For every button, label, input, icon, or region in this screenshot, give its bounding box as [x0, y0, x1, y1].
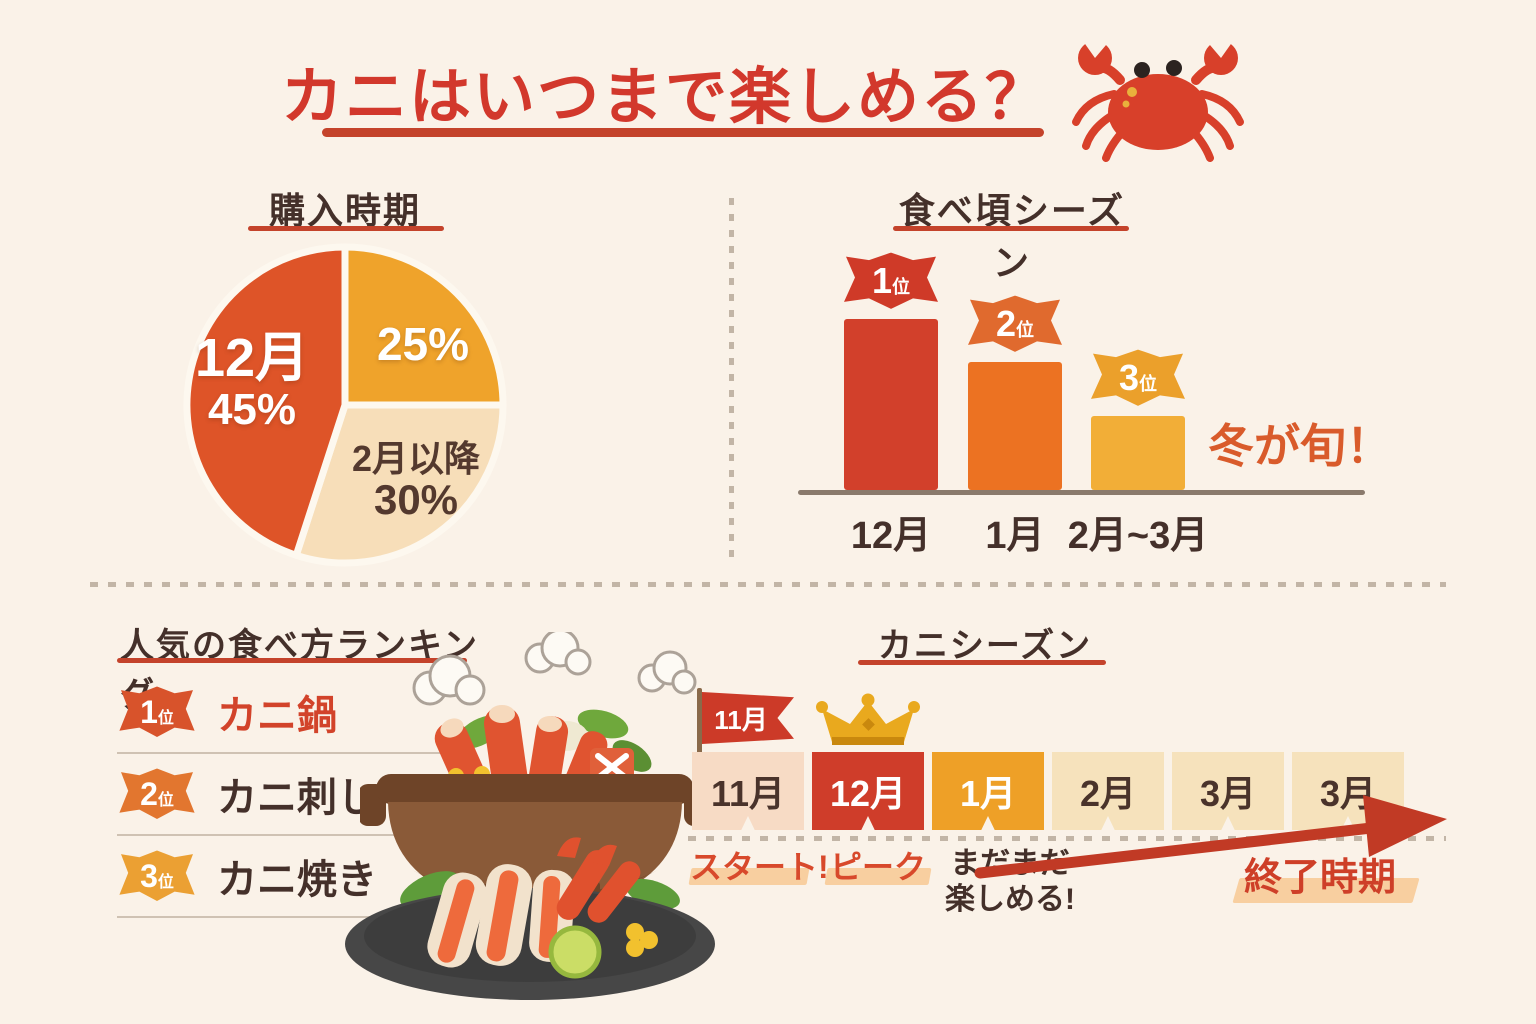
ranking-row-2: 2 位カニ刺し	[117, 754, 469, 836]
flag-icon: 11月	[702, 692, 794, 744]
sashimi-plate-illustration	[345, 837, 715, 1000]
bar-chart-axis	[798, 490, 1365, 495]
title-underline	[322, 128, 1044, 137]
end-arrow-icon	[974, 795, 1447, 879]
rank-number: 1	[871, 260, 893, 301]
purchase-heading: 購入時期	[268, 190, 421, 231]
timeline-cell-3: 1月	[932, 752, 1044, 830]
pie-slice-1	[292, 401, 507, 567]
timeline-heading: カニシーズン	[877, 627, 1093, 665]
season-bar-2	[968, 362, 1062, 490]
horizontal-divider	[90, 582, 1446, 587]
pie-label-february-month: 2月以降	[351, 438, 481, 479]
purchase-pie-chart	[183, 243, 507, 567]
ranking-list: 1 位カニ鍋 2 位カニ刺し 3 位カニ焼き	[117, 672, 469, 918]
timeline-dotted-line	[688, 836, 1446, 841]
crown-icon	[816, 693, 920, 745]
pie-label-december: 12月 45%	[182, 330, 322, 433]
ranking-row-3: 3 位カニ焼き	[117, 836, 469, 918]
rank-unit: 位	[157, 874, 174, 891]
timeline-cell-2-peak: 12月	[812, 752, 924, 830]
rank-number: 3	[140, 857, 158, 894]
pie-slice-0	[341, 243, 507, 409]
crab-icon	[1072, 34, 1244, 162]
marker-start: スタート!	[690, 849, 829, 885]
timeline-cell-1: 11月	[692, 752, 804, 830]
ranking-label-3: カニ焼き	[217, 858, 377, 902]
ranking-row-1: 1 位カニ鍋	[117, 672, 469, 754]
winter-annotation: 冬が旬！	[1208, 420, 1392, 472]
marker-peak: ピーク	[830, 849, 927, 885]
flag-label: 11月	[714, 704, 768, 735]
ranking-label-2: カニ刺し	[217, 776, 377, 820]
bar-category-label-1: 12月	[850, 515, 932, 557]
pie-label-25pct: 25%	[376, 318, 470, 370]
timeline-heading-underline	[858, 660, 1106, 665]
marker-enjoy-line2: 楽しめる!	[945, 883, 1075, 916]
rank-number: 3	[1118, 357, 1140, 398]
pie-label-february-pct: 30%	[373, 475, 459, 523]
pie-label-december-month: 12月	[194, 328, 310, 388]
season-heading: 食べ頃シーズン	[898, 190, 1126, 283]
pie-slice-2	[183, 243, 349, 559]
bar-category-label-2: 1月	[985, 515, 1045, 557]
pie-label-february: 2月以降 30%	[336, 440, 496, 522]
bar-category-label-3: 2月~3月	[1067, 515, 1209, 557]
timeline-cells: 11月 12月 1月 2月 3月 3月	[692, 752, 1404, 830]
season-bar-1	[844, 319, 938, 490]
season-heading-underline	[893, 226, 1129, 231]
vertical-divider	[729, 198, 734, 558]
page-title: カニはいつまで楽しめる？	[280, 63, 1049, 132]
rank-unit: 位	[157, 792, 174, 809]
steam-icon	[412, 632, 697, 706]
rank-unit: 位	[157, 710, 174, 727]
rank-number: 1	[140, 693, 158, 730]
season-bar-chart: 冬が旬！ 1 位 12月 2 位 1月 3 位 2月~3月	[798, 242, 1392, 562]
season-bar-3	[1091, 416, 1185, 490]
pie-label-december-pct: 45%	[207, 384, 297, 434]
rank-unit: 位	[1139, 373, 1158, 394]
flag-pole	[697, 688, 702, 784]
purchase-heading-underline	[248, 226, 444, 231]
rank-number: 2	[140, 775, 158, 812]
ranking-heading-underline	[117, 658, 467, 663]
rank-unit: 位	[1016, 319, 1035, 340]
rank-number: 2	[995, 303, 1017, 344]
rank-unit: 位	[892, 276, 911, 297]
marker-end: 終了時期	[1244, 857, 1397, 899]
ranking-label-1: カニ鍋	[217, 694, 337, 738]
